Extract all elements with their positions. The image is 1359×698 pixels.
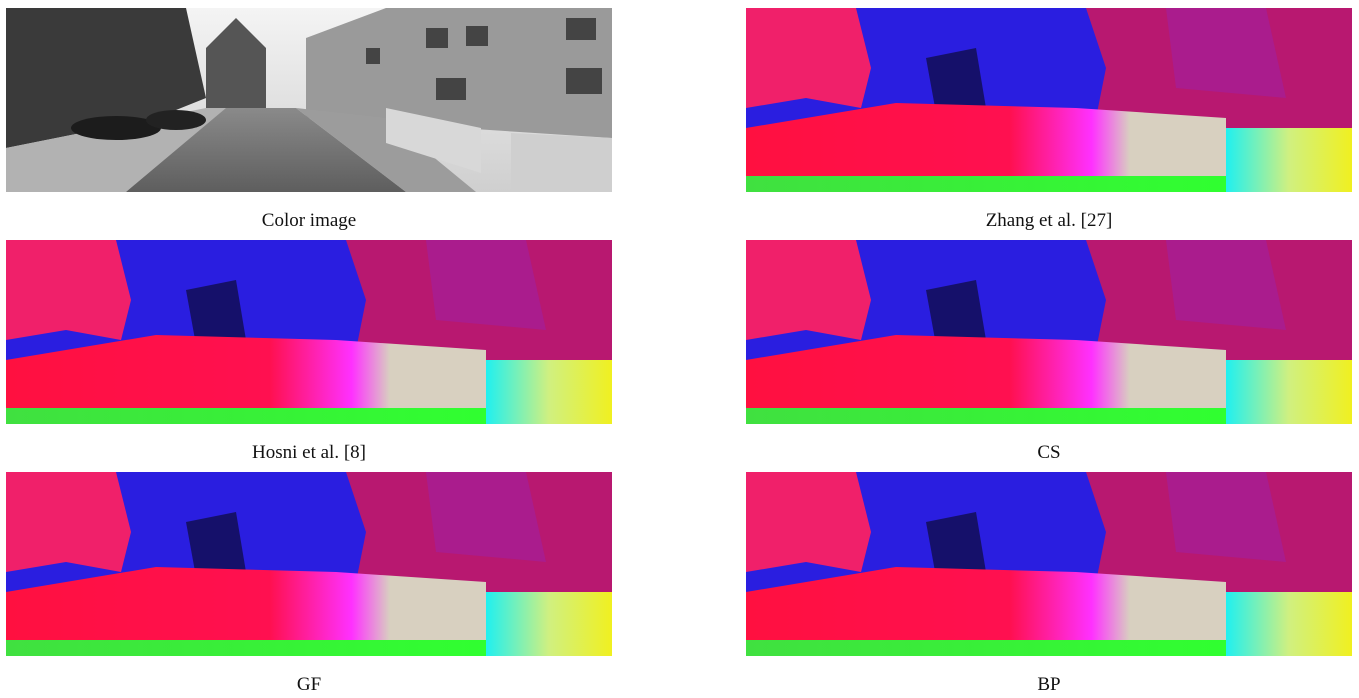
caption: Color image: [6, 210, 612, 232]
disparity-map: [6, 472, 612, 656]
panel: Color image: [6, 8, 612, 192]
disparity-map: [746, 8, 1352, 192]
caption: GF: [6, 674, 612, 696]
panel: GF: [6, 472, 612, 656]
panel: BP: [746, 472, 1352, 656]
panel: Hosni et al. [8]: [6, 240, 612, 424]
panel: Zhang et al. [27]: [746, 8, 1352, 192]
disparity-map: [746, 472, 1352, 656]
color-image: [6, 8, 612, 192]
caption: Zhang et al. [27]: [746, 210, 1352, 232]
caption: CS: [746, 442, 1352, 464]
figure: Color image Zhang et al. [27] Hosni et a…: [0, 0, 1359, 698]
caption: BP: [746, 674, 1352, 696]
disparity-map: [746, 240, 1352, 424]
disparity-map: [6, 240, 612, 424]
caption: Hosni et al. [8]: [6, 442, 612, 464]
panel: CS: [746, 240, 1352, 424]
